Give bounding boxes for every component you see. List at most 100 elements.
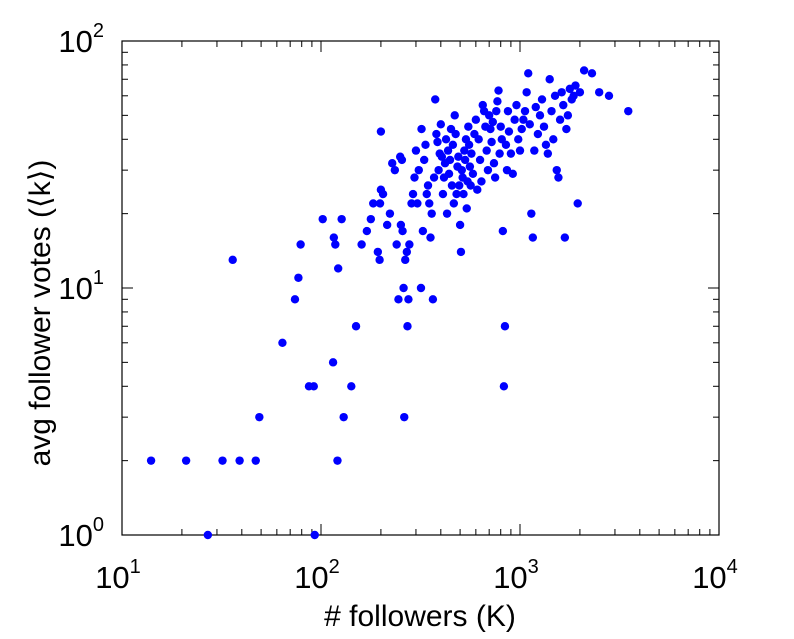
x-tick-labels: 101 102 103 104 [95,556,738,595]
data-point [460,146,469,155]
data-point [484,111,494,120]
data-point [520,106,530,116]
data-point [557,88,566,97]
data-point [562,124,571,134]
data-point [397,155,407,165]
data-point [512,100,521,110]
data-point [441,135,451,144]
data-point [575,88,585,97]
data-point [560,233,570,242]
data-point [442,209,452,218]
data-point [310,530,319,540]
data-point [466,181,475,190]
data-point [290,295,300,304]
data-point [228,255,237,265]
data-point [331,240,340,249]
data-point [455,220,465,230]
data-point [490,173,500,182]
data-point [375,199,385,208]
y-tick-labels: 100 101 102 [58,20,104,553]
data-point [436,120,446,129]
data-point [594,88,604,97]
data-point [474,135,483,144]
data-point [468,169,478,178]
data-point [278,338,287,347]
data-point [459,189,468,199]
data-point [357,240,366,249]
data-point [296,240,305,249]
data-point [522,88,531,97]
x-tick-label: 104 [692,556,738,595]
data-point [425,199,434,208]
data-point [333,264,343,273]
data-point [531,102,540,112]
data-point [401,255,410,265]
data-point [539,122,549,131]
data-point [366,214,376,224]
data-point [465,162,475,171]
data-point [408,189,418,199]
data-point [559,100,568,110]
data-point [587,69,597,78]
data-point [457,165,467,175]
data-point [407,199,416,208]
data-point [454,152,463,161]
data-point [403,322,412,331]
data-point [501,140,511,149]
data-point [390,165,400,175]
data-point [251,456,260,465]
data-point [218,456,227,465]
data-point [519,115,528,124]
data-point [333,456,342,465]
data-point [473,185,482,194]
data-point [464,140,474,149]
data-point [392,240,401,249]
data-point [462,204,471,213]
data-point [487,137,496,147]
data-point [563,111,573,120]
data-point [514,135,523,144]
data-point [426,233,435,242]
data-point [494,86,503,95]
data-point [445,155,455,165]
data-point [624,106,633,116]
data-point [477,177,486,186]
data-point [203,530,213,540]
data-point [504,127,514,136]
data-point [309,382,318,391]
data-point [488,117,498,127]
data-point [527,209,536,218]
data-point [235,456,244,465]
data-point [373,247,383,257]
minor-ticks [122,41,719,535]
data-point [375,255,384,265]
data-point [255,412,264,422]
data-point [471,115,481,124]
data-point [337,214,346,224]
data-point [388,159,397,168]
data-point [543,149,553,158]
data-point [421,140,430,149]
data-point [405,240,414,249]
data-point [492,106,501,116]
data-point [486,124,495,134]
data-point [510,115,519,124]
data-point [443,146,453,155]
data-point [429,173,439,182]
data-point [402,247,412,257]
data-point [499,382,509,391]
data-point [376,127,386,136]
data-point [498,226,508,236]
data-point [549,135,558,144]
data-point [579,66,589,75]
data-point [552,165,561,175]
data-point [475,155,485,165]
data-point [433,137,442,147]
data-point [432,129,441,139]
data-point [414,165,423,175]
y-tick-label: 100 [58,514,104,553]
data-point [428,295,438,304]
data-point [382,220,392,230]
data-point [437,152,447,161]
